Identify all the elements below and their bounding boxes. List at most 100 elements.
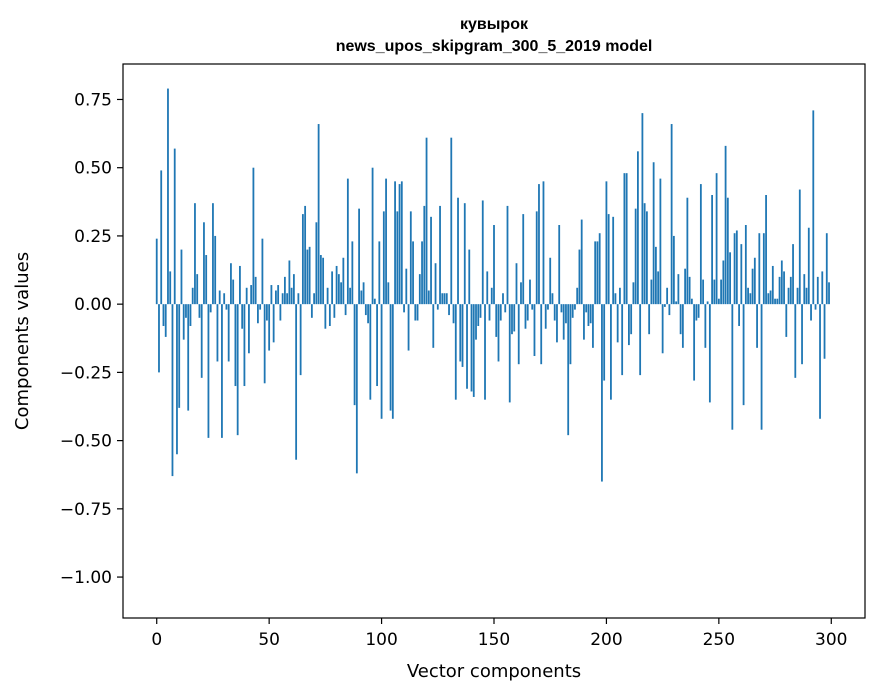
bar xyxy=(423,205,426,305)
bar xyxy=(322,257,325,305)
bar xyxy=(396,211,399,305)
bar xyxy=(580,219,583,305)
bar xyxy=(187,304,190,411)
bar xyxy=(295,304,298,460)
bar xyxy=(567,304,570,436)
bar xyxy=(517,304,520,365)
bar xyxy=(693,304,696,381)
bar xyxy=(421,241,423,305)
bar xyxy=(733,233,736,305)
bar xyxy=(776,298,779,305)
bar xyxy=(358,208,360,305)
x-tick-label: 0 xyxy=(151,630,162,650)
bar xyxy=(432,304,435,348)
bar xyxy=(167,88,169,305)
bar xyxy=(380,304,383,419)
bar xyxy=(155,238,158,305)
bar xyxy=(605,181,608,305)
bar xyxy=(612,216,615,305)
bar xyxy=(376,304,378,387)
bar xyxy=(828,282,830,305)
bar xyxy=(637,151,639,305)
bar xyxy=(560,304,563,313)
bar xyxy=(299,304,302,376)
bar xyxy=(623,173,626,305)
bar xyxy=(391,304,394,419)
bar xyxy=(596,241,599,305)
bar xyxy=(434,263,437,305)
bar xyxy=(717,298,720,305)
bar xyxy=(261,238,264,305)
bar xyxy=(816,276,819,305)
bar xyxy=(252,167,255,305)
bar xyxy=(538,184,540,305)
bar xyxy=(569,304,572,365)
bar xyxy=(695,304,698,321)
bar xyxy=(625,173,628,305)
bar xyxy=(466,304,468,389)
bar xyxy=(585,304,588,313)
bar xyxy=(180,249,183,305)
bar xyxy=(360,290,363,305)
bar xyxy=(574,304,576,310)
bar xyxy=(646,211,648,305)
bar xyxy=(362,282,365,305)
bar xyxy=(317,124,320,305)
bar xyxy=(702,279,705,305)
bar xyxy=(268,304,271,351)
bar xyxy=(203,222,205,305)
bar xyxy=(243,304,246,387)
bar xyxy=(659,178,662,305)
bar xyxy=(351,241,354,305)
bar xyxy=(403,304,405,313)
x-axis-ticks: 0 50 100 150 200 250 300 xyxy=(151,618,847,650)
bar xyxy=(275,290,277,305)
bar xyxy=(283,276,286,305)
bar xyxy=(823,304,826,359)
bar xyxy=(504,304,507,313)
bar xyxy=(699,184,702,305)
bar xyxy=(686,197,689,305)
bar xyxy=(601,304,603,482)
bar xyxy=(189,304,192,326)
bar xyxy=(205,255,208,305)
x-tick-label: 50 xyxy=(258,630,280,650)
bar xyxy=(762,233,765,305)
bar xyxy=(160,170,163,305)
bar xyxy=(495,304,498,337)
bar xyxy=(335,265,338,305)
bar xyxy=(684,268,687,305)
bar xyxy=(457,197,459,305)
bar xyxy=(551,293,554,305)
bar xyxy=(735,230,738,305)
bar xyxy=(373,298,376,305)
bar xyxy=(630,304,633,335)
bar xyxy=(672,235,675,305)
bar xyxy=(385,178,387,305)
bar xyxy=(589,304,592,324)
bar xyxy=(178,304,181,408)
bar xyxy=(587,304,590,326)
bar xyxy=(529,279,531,305)
bar xyxy=(407,304,410,351)
bar xyxy=(248,304,250,354)
bar xyxy=(767,293,770,305)
bar xyxy=(158,304,160,373)
bar xyxy=(720,279,722,305)
y-tick-label: 0.50 xyxy=(74,159,112,179)
bar xyxy=(810,304,812,321)
bar xyxy=(690,298,693,305)
bar xyxy=(209,304,212,313)
bar xyxy=(191,287,194,305)
bar xyxy=(416,304,419,321)
bar xyxy=(232,279,235,305)
bar xyxy=(789,276,792,305)
bar xyxy=(342,257,345,305)
bar xyxy=(292,274,295,305)
bar xyxy=(751,268,754,305)
bar xyxy=(583,304,585,340)
bar xyxy=(603,304,606,381)
bar xyxy=(463,203,466,305)
bar xyxy=(254,276,257,305)
